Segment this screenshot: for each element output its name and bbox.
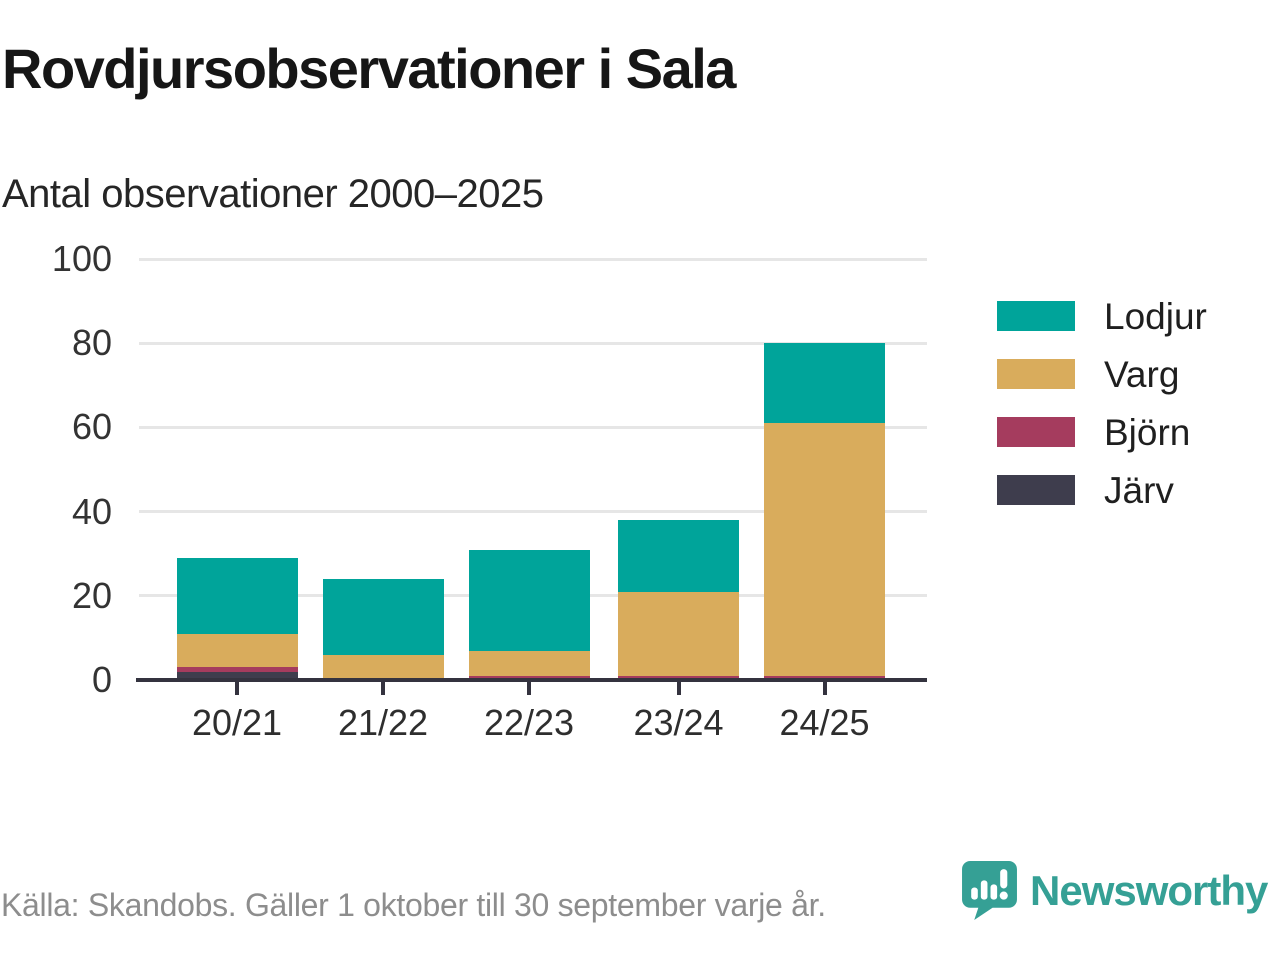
legend-swatch xyxy=(997,301,1075,331)
y-tick-label: 80 xyxy=(71,322,112,364)
legend-label: Björn xyxy=(1104,411,1191,453)
legend-label: Järv xyxy=(1104,469,1174,511)
legend-label: Varg xyxy=(1104,353,1180,395)
y-tick-label: 40 xyxy=(71,490,112,532)
bar-21/22 xyxy=(322,578,444,680)
legend-swatch xyxy=(997,359,1075,389)
y-tick-label: 60 xyxy=(71,406,112,448)
bar-segment-lodjur-23/24 xyxy=(618,520,739,592)
legend-item-björn: Björn xyxy=(997,414,1207,451)
x-tick xyxy=(822,682,827,695)
x-tick xyxy=(235,682,239,695)
y-tick-label: 20 xyxy=(71,574,112,616)
legend-swatch xyxy=(997,475,1075,505)
bar-segment-järv-20/21 xyxy=(176,671,298,680)
plot-area: 20/21 21/22 22/23 23/24 24/25 xyxy=(136,257,927,743)
bar-segment-björn-23/24 xyxy=(618,675,739,680)
x-tick-label: 20/21 xyxy=(191,702,283,743)
source-text: Källa: Skandobs. Gäller 1 oktober till 3… xyxy=(1,887,826,923)
bar-23/24 xyxy=(618,520,739,680)
bar-segment-lodjur-24/25 xyxy=(764,343,885,424)
x-tick xyxy=(676,682,681,695)
bar-segment-lodjur-20/21 xyxy=(176,557,298,634)
speech-bubble-bar-chart-icon xyxy=(962,861,1017,920)
bar-segment-varg-23/24 xyxy=(618,591,739,676)
gridline-60 xyxy=(139,425,927,429)
newsworthy-wordmark: Newsworthy xyxy=(1030,866,1268,914)
legend-item-lodjur: Lodjur xyxy=(997,298,1207,335)
bar-22/23 xyxy=(468,549,590,680)
bar-segment-björn-20/21 xyxy=(176,667,298,672)
bar-segment-lodjur-22/23 xyxy=(468,549,590,651)
bar-segment-björn-22/23 xyxy=(468,675,590,680)
bar-segment-varg-24/25 xyxy=(764,423,885,676)
x-tick-label: 23/24 xyxy=(633,702,724,743)
x-tick-label: 22/23 xyxy=(483,702,575,743)
newsworthy-logo: Newsworthy xyxy=(962,861,1268,920)
legend: Lodjur Varg Björn Järv xyxy=(997,298,1207,533)
legend-item-varg: Varg xyxy=(997,356,1207,393)
gridline-80 xyxy=(139,341,927,345)
x-tick-label: 24/25 xyxy=(779,702,870,743)
bar-segment-varg-20/21 xyxy=(176,633,298,668)
y-tick-label: 100 xyxy=(51,238,112,279)
gridline-40 xyxy=(139,510,927,514)
x-axis-line xyxy=(136,678,927,682)
legend-label: Lodjur xyxy=(1104,295,1207,337)
bar-segment-varg-22/23 xyxy=(468,650,590,676)
legend-item-järv: Järv xyxy=(997,472,1207,509)
gridline-100 xyxy=(139,257,927,261)
bar-24/25 xyxy=(764,343,885,680)
x-tick-label: 21/22 xyxy=(337,702,429,743)
bar-segment-björn-24/25 xyxy=(764,675,885,680)
chart-subtitle: Antal observationer 2000–2025 xyxy=(2,172,544,216)
y-tick-label: 0 xyxy=(91,659,112,700)
bar-segment-lodjur-21/22 xyxy=(322,578,444,655)
chart-title: Rovdjursobservationer i Sala xyxy=(2,37,736,100)
bar-20/21 xyxy=(176,557,298,680)
x-tick xyxy=(527,682,531,695)
legend-swatch xyxy=(997,417,1075,447)
x-tick xyxy=(381,682,385,695)
bar-segment-varg-21/22 xyxy=(322,654,444,680)
